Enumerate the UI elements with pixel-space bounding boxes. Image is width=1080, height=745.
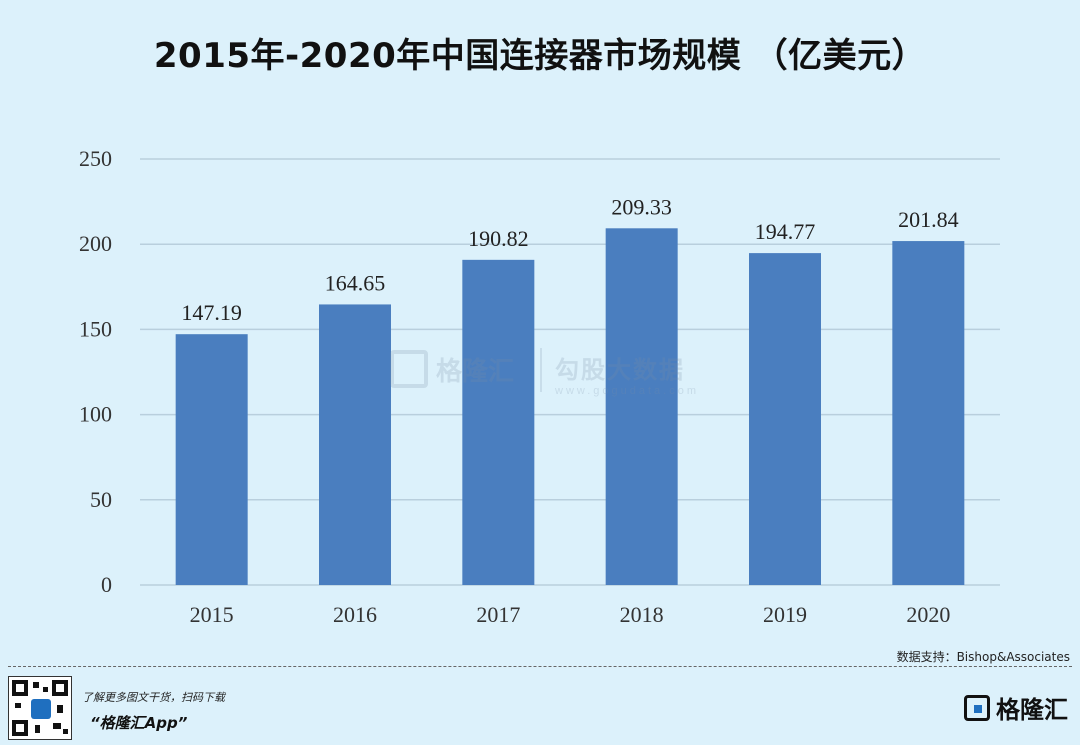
- y-tick-label: 100: [79, 402, 112, 427]
- footer-brand: 格隆汇: [964, 690, 1068, 725]
- brand-name: 格隆汇: [996, 696, 1068, 724]
- data-label: 201.84: [898, 207, 959, 232]
- x-axis: 2015 2016 2017 2018 2019 2020: [190, 602, 951, 627]
- watermark-partner-name: 勾股大数据: [555, 356, 685, 384]
- data-label: 147.19: [181, 300, 242, 325]
- watermark-logo: 格隆汇: [390, 350, 514, 388]
- watermark-partner: 勾股大数据 www.gogudata.com: [555, 350, 699, 397]
- data-source: 数据支持：Bishop&Associates: [896, 650, 1070, 664]
- data-label: 190.82: [468, 226, 529, 251]
- bar-2015: [175, 334, 248, 585]
- data-label: 194.77: [755, 219, 816, 244]
- y-tick-label: 50: [90, 487, 112, 512]
- data-label: 164.65: [325, 270, 386, 295]
- promo-text: 了解更多图文干货，扫码下载: [82, 691, 225, 704]
- data-label: 209.33: [611, 194, 672, 219]
- x-tick-label: 2017: [476, 602, 520, 627]
- footer-divider: [8, 666, 1072, 667]
- x-tick-label: 2016: [333, 602, 377, 627]
- x-tick-label: 2020: [906, 602, 950, 627]
- watermark-partner-url: www.gogudata.com: [555, 385, 699, 397]
- bar-2016: [319, 304, 391, 585]
- data-labels: 147.19 164.65 190.82 209.33 194.77 201.84: [181, 194, 958, 325]
- x-tick-label: 2015: [190, 602, 234, 627]
- chart-title: 2015年-2020年中国连接器市场规模 （亿美元）: [153, 36, 927, 76]
- brand-logo-icon: [390, 350, 428, 388]
- app-name: “格隆汇App”: [90, 714, 188, 732]
- bar-2018: [605, 228, 678, 585]
- y-tick-label: 200: [79, 231, 112, 256]
- bars: [175, 228, 965, 585]
- y-axis: 0 50 100 150 200 250: [79, 146, 112, 597]
- x-tick-label: 2018: [620, 602, 664, 627]
- y-tick-label: 0: [101, 572, 112, 597]
- brand-logo-icon: [964, 694, 990, 721]
- bar-2017: [462, 259, 535, 585]
- y-tick-label: 150: [79, 316, 112, 341]
- bar-2019: [749, 253, 821, 585]
- gridlines: [140, 158, 1000, 586]
- watermark-divider: [540, 348, 542, 392]
- bar-2020: [892, 241, 965, 585]
- watermark-brand: 格隆汇: [436, 356, 515, 387]
- qr-code-icon: [8, 676, 72, 740]
- x-tick-label: 2019: [763, 602, 807, 627]
- y-tick-label: 250: [79, 146, 112, 171]
- bar-chart: 0 50 100 150 200 250 2015 2016 2017 2018 2019 2020…: [79, 146, 1000, 627]
